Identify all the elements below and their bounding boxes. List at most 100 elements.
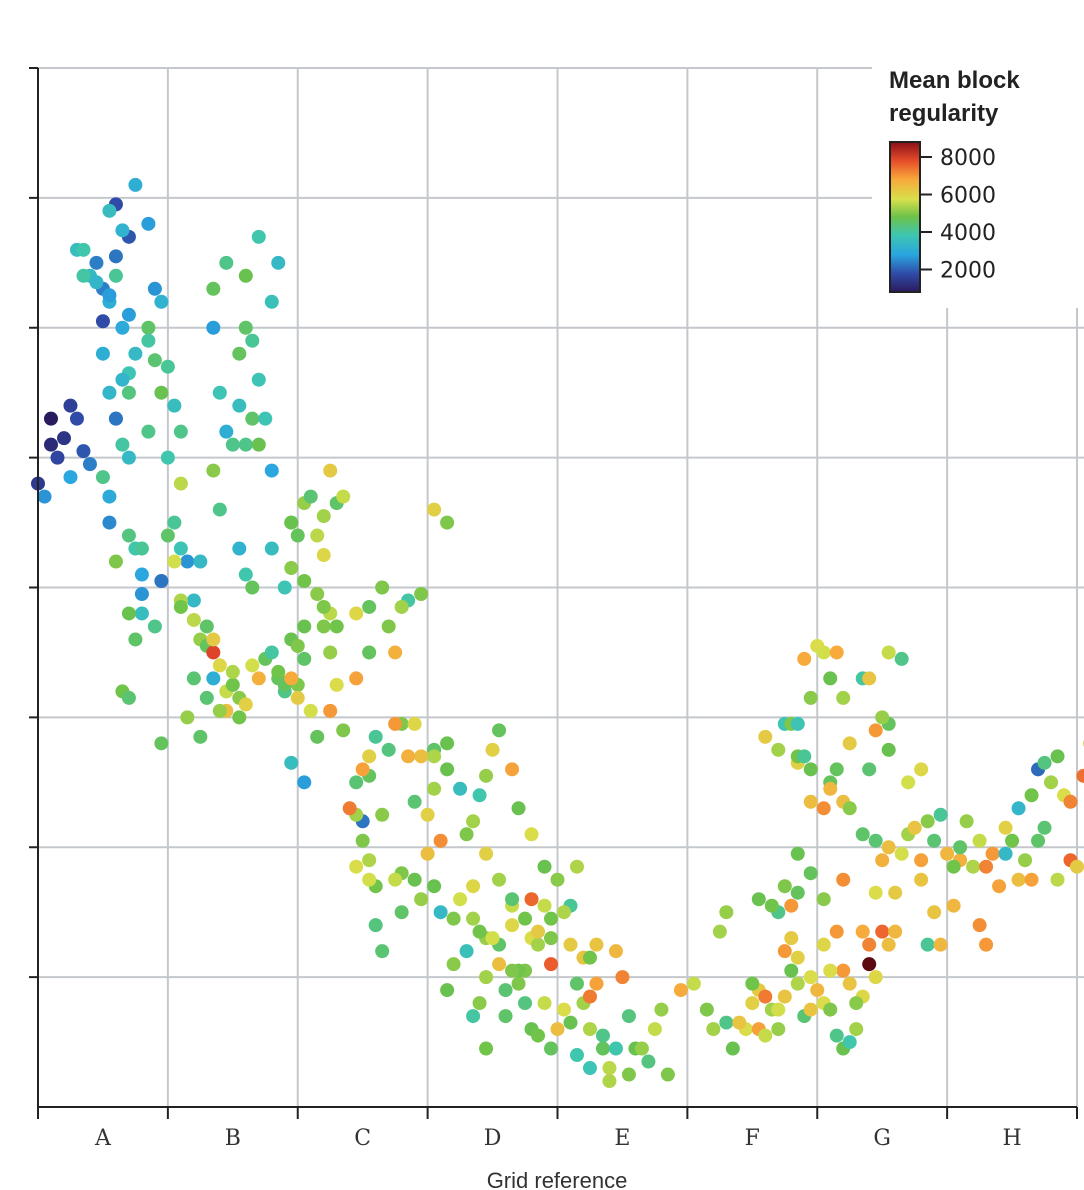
data-point xyxy=(797,749,812,764)
data-point xyxy=(388,872,403,887)
data-point xyxy=(777,989,792,1004)
data-point xyxy=(238,567,253,582)
data-point xyxy=(719,905,734,920)
data-point xyxy=(167,515,182,530)
data-point xyxy=(310,586,325,601)
data-point xyxy=(427,749,442,764)
data-point xyxy=(407,794,422,809)
data-point xyxy=(544,931,559,946)
data-point xyxy=(979,937,994,952)
data-point xyxy=(368,918,383,933)
data-point xyxy=(440,515,455,530)
data-point xyxy=(550,1022,565,1037)
data-point xyxy=(842,736,857,751)
data-point xyxy=(602,1074,617,1089)
data-point xyxy=(888,924,903,939)
data-point xyxy=(134,567,149,582)
data-point xyxy=(420,846,435,861)
data-point xyxy=(868,970,883,985)
data-point xyxy=(121,528,136,543)
data-point xyxy=(225,437,240,452)
data-point xyxy=(881,937,896,952)
data-point xyxy=(95,470,110,485)
data-point xyxy=(829,924,844,939)
data-point xyxy=(537,996,552,1011)
data-point xyxy=(232,710,247,725)
data-point xyxy=(238,697,253,712)
data-point xyxy=(972,833,987,848)
data-point xyxy=(102,515,117,530)
data-point xyxy=(569,1048,584,1063)
data-point xyxy=(829,1028,844,1043)
data-point xyxy=(829,645,844,660)
data-point xyxy=(550,872,565,887)
data-point xyxy=(284,671,299,686)
data-point xyxy=(479,846,494,861)
data-point xyxy=(440,736,455,751)
data-point xyxy=(862,762,877,777)
data-point xyxy=(459,944,474,959)
data-point xyxy=(264,463,279,478)
data-point xyxy=(972,918,987,933)
data-point xyxy=(290,528,305,543)
data-point xyxy=(927,833,942,848)
data-point xyxy=(102,385,117,400)
data-point xyxy=(186,593,201,608)
data-point xyxy=(251,437,266,452)
data-point xyxy=(556,905,571,920)
data-point xyxy=(686,976,701,991)
data-point xyxy=(297,619,312,634)
data-point xyxy=(154,736,169,751)
data-point xyxy=(505,963,520,978)
data-point xyxy=(206,281,221,296)
data-point xyxy=(141,216,156,231)
data-point xyxy=(862,957,877,972)
data-point xyxy=(160,359,175,374)
data-point xyxy=(1031,833,1046,848)
data-point xyxy=(836,690,851,705)
data-point xyxy=(37,489,52,504)
data-point xyxy=(920,814,935,829)
data-point xyxy=(160,450,175,465)
data-point xyxy=(518,996,533,1011)
data-point xyxy=(141,320,156,335)
data-point xyxy=(1063,794,1078,809)
data-point xyxy=(531,1028,546,1043)
data-point xyxy=(381,742,396,757)
data-point xyxy=(147,353,162,368)
data-point xyxy=(569,859,584,874)
data-point xyxy=(323,463,338,478)
data-point xyxy=(108,268,123,283)
data-point xyxy=(245,411,260,426)
data-point xyxy=(505,762,520,777)
data-point xyxy=(121,690,136,705)
data-point xyxy=(388,716,403,731)
data-point xyxy=(862,937,877,952)
data-point xyxy=(803,690,818,705)
data-point xyxy=(758,1028,773,1043)
data-point xyxy=(212,385,227,400)
data-point xyxy=(985,846,1000,861)
data-point xyxy=(375,580,390,595)
data-point xyxy=(855,924,870,939)
data-point xyxy=(784,963,799,978)
data-point xyxy=(953,840,968,855)
data-point xyxy=(316,548,331,563)
data-point xyxy=(147,619,162,634)
data-point xyxy=(862,671,877,686)
data-point xyxy=(823,781,838,796)
x-tick-label: E xyxy=(614,1126,630,1151)
data-point xyxy=(823,963,838,978)
data-point xyxy=(108,554,123,569)
data-point xyxy=(868,885,883,900)
data-point xyxy=(316,619,331,634)
data-point xyxy=(407,872,422,887)
data-point xyxy=(849,996,864,1011)
data-point xyxy=(121,450,136,465)
data-point xyxy=(349,671,364,686)
data-point xyxy=(719,1015,734,1030)
data-point xyxy=(537,898,552,913)
data-point xyxy=(803,762,818,777)
x-tick-label: H xyxy=(1002,1126,1021,1151)
data-point xyxy=(427,781,442,796)
